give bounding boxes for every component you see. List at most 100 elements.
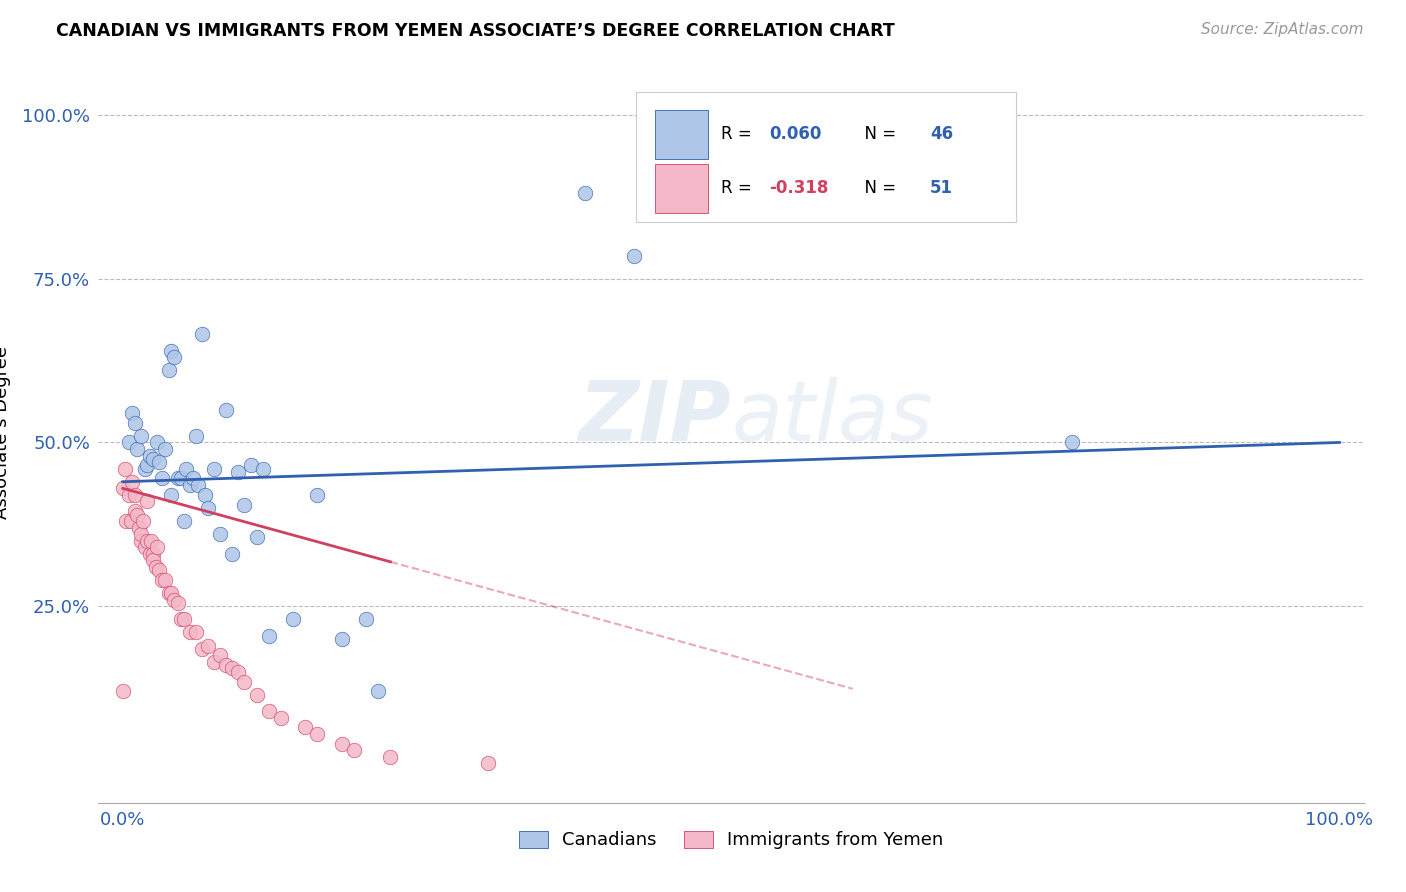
Point	[270, 711, 292, 725]
Point	[343, 743, 366, 757]
Point	[127, 442, 149, 456]
Point	[215, 658, 238, 673]
Point	[221, 547, 243, 561]
Point	[111, 684, 134, 698]
Point	[221, 661, 243, 675]
Point	[215, 402, 238, 417]
Point	[246, 688, 269, 702]
Text: R =: R =	[721, 125, 756, 144]
Point	[173, 612, 195, 626]
Point	[281, 612, 304, 626]
Point	[209, 648, 232, 663]
Point	[209, 527, 232, 541]
Point	[202, 655, 225, 669]
Point	[257, 629, 280, 643]
Point	[307, 488, 329, 502]
Point	[134, 541, 156, 555]
Point	[330, 632, 353, 646]
Point	[148, 455, 170, 469]
Point	[252, 461, 274, 475]
Point	[354, 612, 377, 626]
Point	[239, 458, 262, 473]
Point	[114, 461, 136, 475]
Point	[128, 521, 150, 535]
Point	[142, 547, 165, 561]
Point	[574, 186, 596, 201]
Point	[139, 533, 162, 548]
Point	[148, 563, 170, 577]
Point	[136, 458, 159, 473]
Point	[174, 461, 197, 475]
Point	[118, 488, 141, 502]
Text: -0.318: -0.318	[769, 179, 828, 197]
Point	[129, 429, 152, 443]
Text: atlas: atlas	[731, 377, 932, 458]
Point	[194, 488, 217, 502]
Text: CANADIAN VS IMMIGRANTS FROM YEMEN ASSOCIATE’S DEGREE CORRELATION CHART: CANADIAN VS IMMIGRANTS FROM YEMEN ASSOCI…	[56, 22, 896, 40]
Point	[233, 498, 256, 512]
Point	[160, 488, 183, 502]
Text: R =: R =	[721, 179, 756, 197]
Point	[121, 475, 143, 489]
Point	[179, 625, 201, 640]
Point	[124, 488, 146, 502]
Point	[197, 500, 219, 515]
Point	[170, 612, 193, 626]
Point	[246, 531, 269, 545]
Point	[477, 756, 499, 771]
Point	[145, 560, 167, 574]
Point	[124, 416, 146, 430]
Point	[257, 704, 280, 718]
Point	[202, 461, 225, 475]
Text: 0.060: 0.060	[769, 125, 821, 144]
Point	[146, 435, 169, 450]
Point	[294, 721, 316, 735]
Point	[118, 435, 141, 450]
Point	[380, 750, 402, 764]
Point	[160, 343, 183, 358]
Point	[115, 514, 138, 528]
Point	[146, 541, 169, 555]
Point	[150, 471, 173, 485]
Point	[157, 363, 180, 377]
Point	[136, 533, 159, 548]
Point	[138, 449, 160, 463]
Text: N =: N =	[853, 179, 901, 197]
Text: Source: ZipAtlas.com: Source: ZipAtlas.com	[1201, 22, 1364, 37]
Point	[191, 327, 214, 342]
Point	[124, 504, 146, 518]
Point	[129, 527, 152, 541]
Point	[121, 406, 143, 420]
Point	[330, 737, 353, 751]
Point	[132, 514, 155, 528]
Point	[150, 573, 173, 587]
Text: N =: N =	[853, 125, 901, 144]
Point	[233, 674, 256, 689]
Point	[111, 481, 134, 495]
Y-axis label: Associate’s Degree: Associate’s Degree	[0, 346, 11, 519]
Text: 51: 51	[929, 179, 953, 197]
Point	[129, 533, 152, 548]
Point	[623, 249, 645, 263]
Point	[134, 461, 156, 475]
Point	[136, 494, 159, 508]
FancyBboxPatch shape	[655, 164, 709, 212]
Text: ZIP: ZIP	[578, 377, 731, 458]
Text: 46: 46	[929, 125, 953, 144]
Point	[170, 471, 193, 485]
Point	[1060, 435, 1083, 450]
Point	[173, 514, 195, 528]
Point	[160, 586, 183, 600]
Point	[142, 451, 165, 466]
Point	[120, 514, 142, 528]
Point	[155, 573, 177, 587]
Point	[157, 586, 180, 600]
Point	[191, 641, 214, 656]
Point	[183, 471, 205, 485]
Point	[307, 727, 329, 741]
Point	[367, 684, 389, 698]
Point	[155, 442, 177, 456]
Point	[187, 478, 209, 492]
Point	[138, 547, 160, 561]
Point	[179, 478, 201, 492]
